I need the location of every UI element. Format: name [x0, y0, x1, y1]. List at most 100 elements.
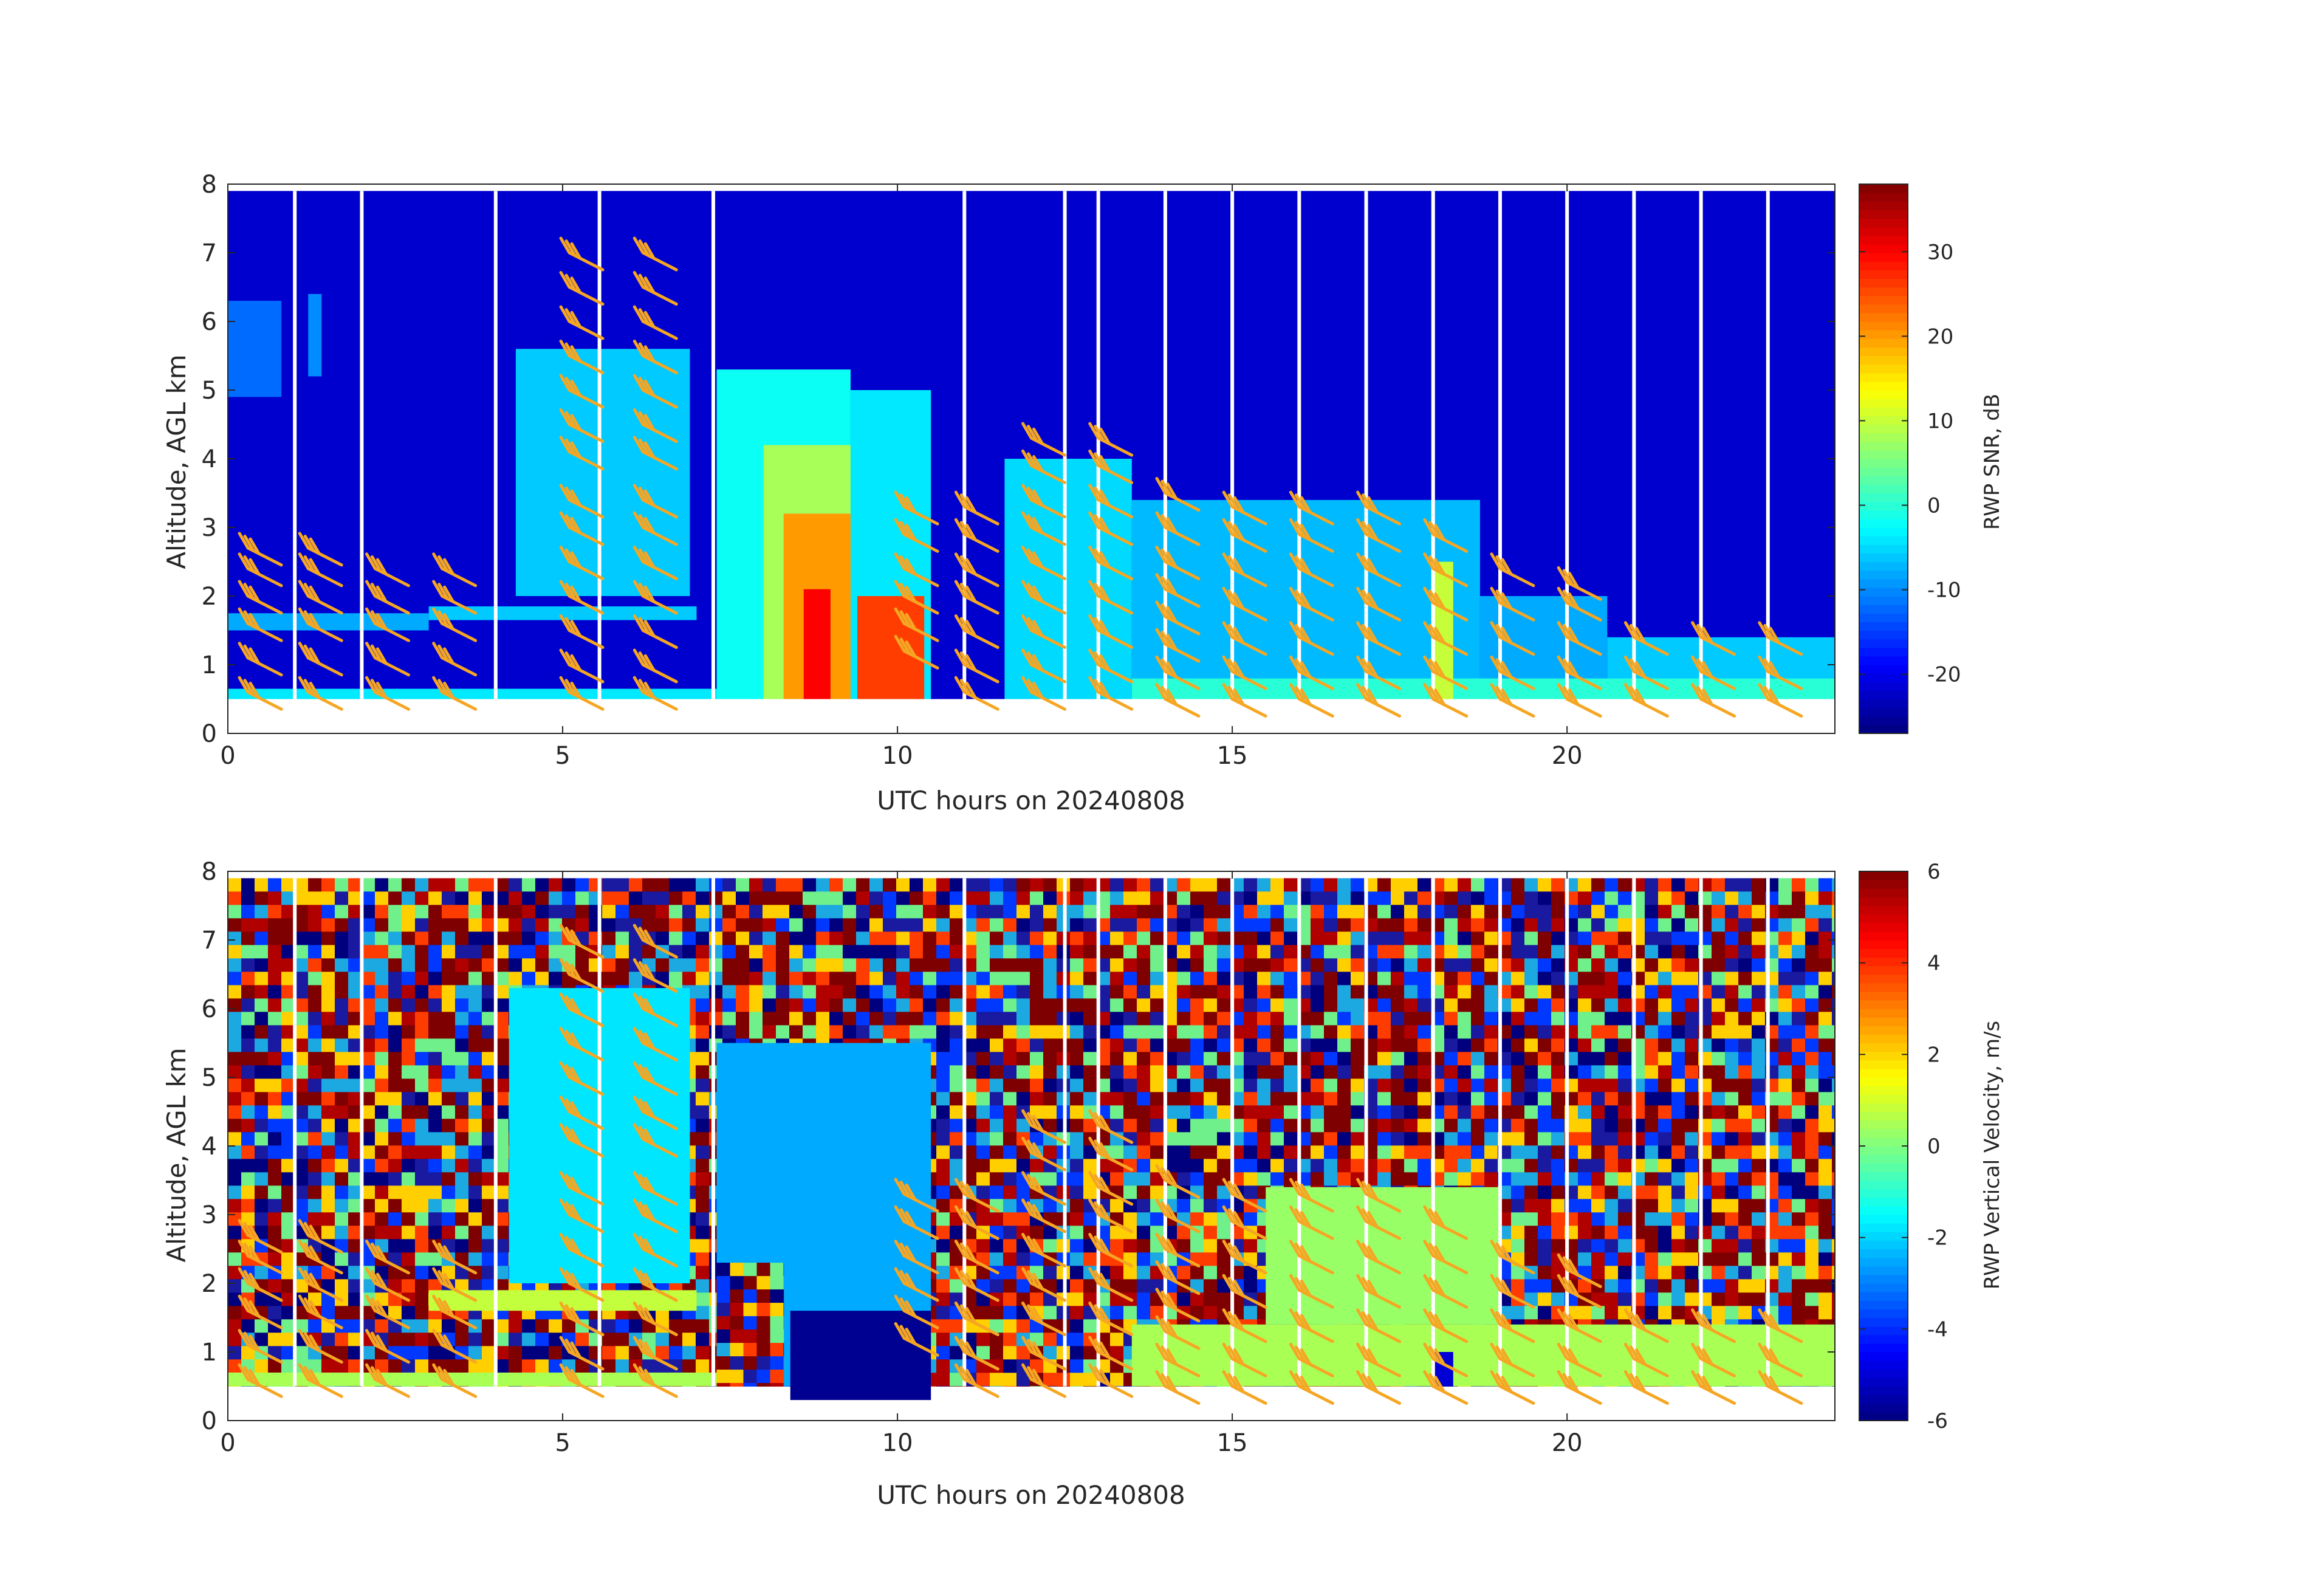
colorbar-swatch: [1859, 330, 1908, 339]
velocity-axes: 0 5 10 15 20 0 1 2 3 4 5 6 7 8: [202, 858, 1836, 1457]
colorbar-tick-label: 30: [1927, 240, 1953, 264]
wind-barb: [632, 648, 678, 684]
wind-barb: [1155, 1370, 1201, 1405]
data-gap-stripe: [293, 878, 297, 1387]
y-tick-label: 4: [202, 445, 217, 473]
wind-barb: [1088, 1363, 1134, 1398]
colorbar-swatch: [1859, 1146, 1908, 1155]
wind-barb: [365, 1267, 410, 1302]
heatmap-region: [228, 301, 282, 397]
wind-barb: [632, 511, 678, 546]
wind-barb: [1155, 1233, 1201, 1267]
heatmap-region: [308, 293, 322, 377]
wind-barb: [894, 1294, 939, 1329]
colorbar-swatch: [1859, 639, 1908, 648]
colorbar-swatch: [1859, 1240, 1908, 1250]
colorbar-swatch: [1859, 1360, 1908, 1370]
wind-barb: [559, 484, 605, 519]
wind-barb: [1423, 655, 1469, 690]
wind-barb: [1088, 1302, 1134, 1336]
wind-barb: [954, 1267, 999, 1302]
snr-x-axis-label: UTC hours on 20240808: [877, 786, 1185, 815]
colorbar-swatch: [1859, 699, 1908, 708]
data-gap-stripe: [1063, 191, 1067, 699]
colorbar-swatch: [1859, 966, 1908, 975]
data-gap-stripe: [962, 191, 967, 699]
data-gap-stripe: [1096, 878, 1100, 1387]
data-gap-stripe: [360, 191, 364, 699]
wind-barb: [1289, 1342, 1334, 1377]
colorbar-swatch: [1859, 716, 1908, 725]
colorbar-swatch: [1859, 1266, 1908, 1275]
wind-barb: [1088, 511, 1134, 546]
wind-barb: [1222, 490, 1267, 526]
colorbar-swatch: [1859, 605, 1908, 614]
colorbar-swatch: [1859, 1189, 1908, 1198]
wind-barb: [1758, 1370, 1803, 1405]
wind-barb: [1490, 1370, 1535, 1405]
wind-barb: [1155, 1288, 1201, 1323]
wind-barb: [1356, 655, 1402, 690]
wind-barb: [1356, 683, 1402, 718]
wind-barb: [1222, 1342, 1267, 1377]
wind-barb: [298, 676, 343, 711]
wind-barb: [632, 924, 678, 959]
colorbar-swatch: [1859, 940, 1908, 949]
colorbar-swatch: [1859, 922, 1908, 932]
data-gap-stripe: [1498, 191, 1502, 699]
colorbar-swatch: [1859, 433, 1908, 442]
colorbar-swatch: [1859, 1068, 1908, 1078]
colorbar-swatch: [1859, 707, 1908, 717]
wind-barb: [954, 552, 999, 588]
data-gap-stripe: [1163, 878, 1167, 1387]
wind-barb: [894, 490, 939, 526]
colorbar-swatch: [1859, 957, 1908, 966]
velocity-data-gaps: [293, 878, 1770, 1387]
colorbar-tick-label: -4: [1927, 1317, 1948, 1342]
data-gap-stripe: [493, 191, 498, 699]
wind-barb: [298, 642, 343, 677]
y-tick-label: 8: [202, 171, 217, 199]
colorbar-swatch: [1859, 244, 1908, 253]
wind-barb: [1021, 1302, 1066, 1336]
wind-barb: [298, 1240, 343, 1275]
wind-barb: [632, 484, 678, 519]
wind-barb: [1222, 586, 1267, 622]
data-gap-stripe: [1565, 191, 1569, 699]
wind-barb: [1557, 1308, 1602, 1343]
y-tick-label: 7: [202, 927, 217, 955]
colorbar-tick-label: 2: [1927, 1043, 1941, 1067]
wind-barb: [238, 1267, 283, 1302]
heatmap-noise-region: [716, 1263, 784, 1387]
y-tick-label: 0: [202, 720, 217, 748]
wind-barb: [954, 676, 999, 711]
wind-barb: [1222, 1370, 1267, 1405]
colorbar-swatch: [1859, 1171, 1908, 1181]
x-tick-label: 15: [1217, 1429, 1248, 1457]
wind-barb: [1423, 552, 1469, 588]
wind-barb: [632, 1171, 678, 1206]
wind-barb: [1088, 484, 1134, 519]
wind-barb: [954, 1178, 999, 1213]
wind-barb: [238, 1240, 283, 1275]
colorbar-swatch: [1859, 1060, 1908, 1069]
heatmap-region: [790, 1311, 931, 1401]
wind-barb: [1490, 1342, 1535, 1377]
data-gap-stripe: [1297, 191, 1301, 699]
wind-barb: [1557, 1253, 1602, 1288]
wind-barb: [1222, 518, 1267, 553]
colorbar-swatch: [1859, 1394, 1908, 1404]
wind-barb: [1356, 1370, 1402, 1405]
colorbar-swatch: [1859, 1094, 1908, 1103]
heatmap-region: [228, 613, 429, 631]
wind-barb: [1155, 1198, 1201, 1233]
wind-barb: [559, 340, 605, 374]
wind-barb: [894, 1240, 939, 1275]
colorbar-swatch: [1859, 424, 1908, 434]
wind-barb: [1021, 422, 1066, 457]
data-gap-stripe: [711, 878, 716, 1387]
data-gap-stripe: [1364, 878, 1368, 1387]
y-tick-label: 2: [202, 1270, 217, 1298]
wind-barb: [1289, 683, 1334, 718]
wind-barb: [1021, 1136, 1066, 1171]
